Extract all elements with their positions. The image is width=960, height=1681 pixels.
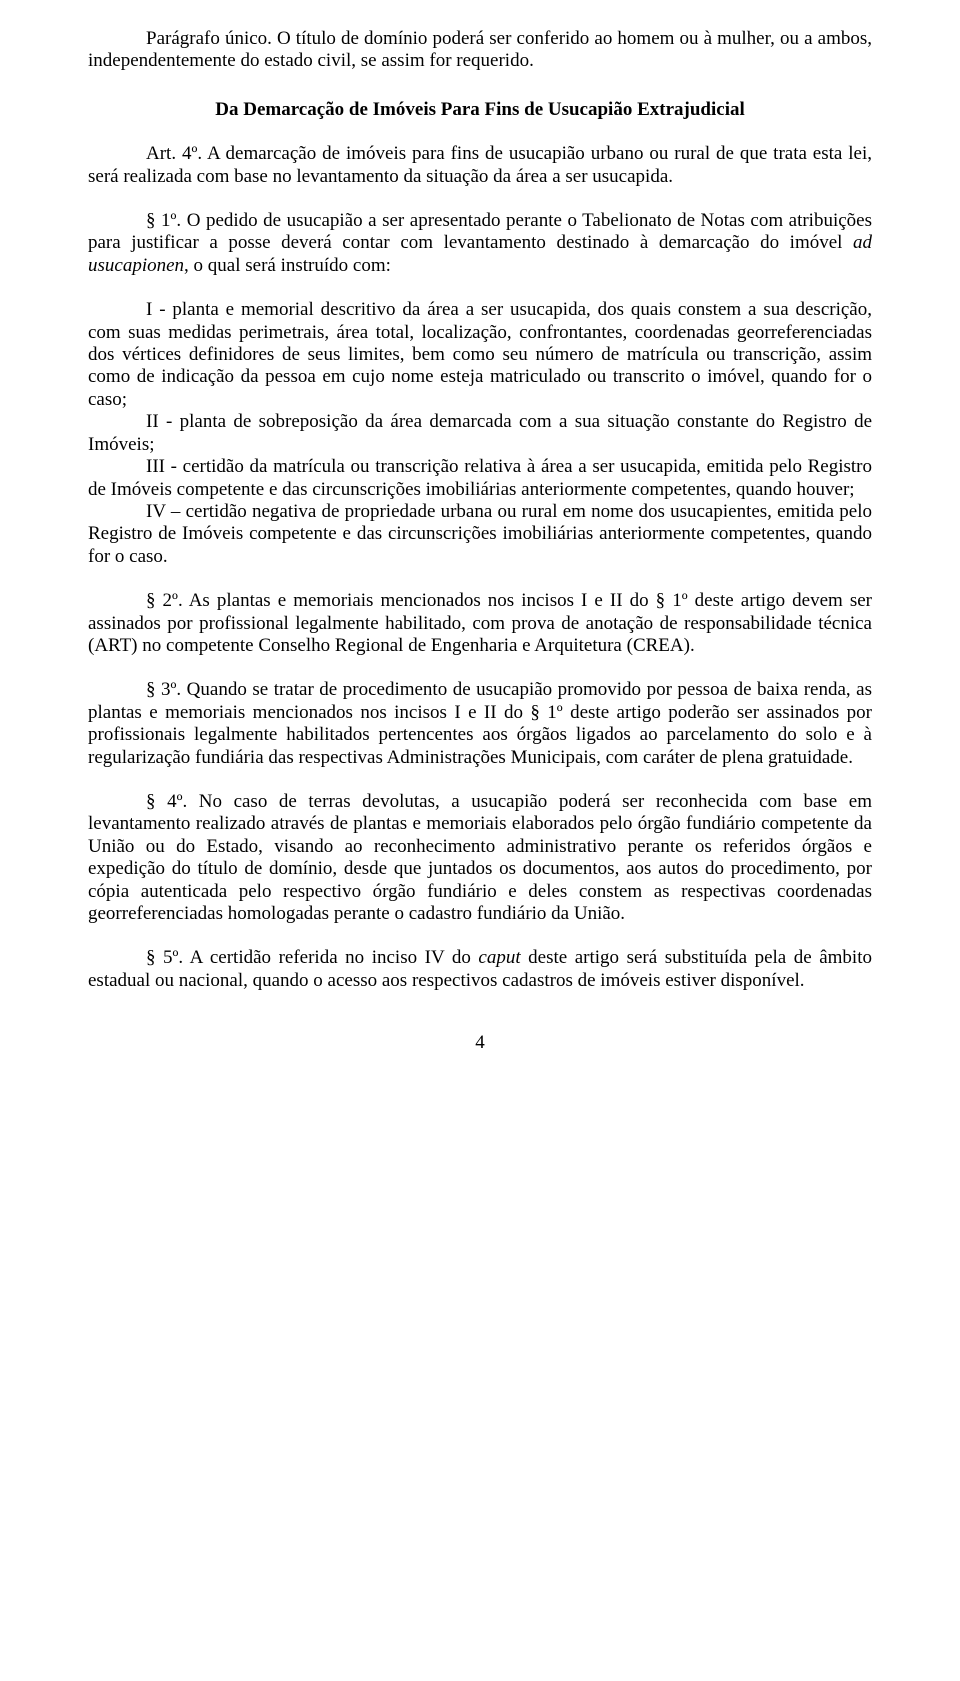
paragraph-unico: Parágrafo único. O título de domínio pod… <box>88 28 872 73</box>
article-4: Art. 4º. A demarcação de imóveis para fi… <box>88 143 872 188</box>
paragraph-3: § 3º. Quando se tratar de procedimento d… <box>88 679 872 769</box>
paragraph-1-b: , o qual será instruído com: <box>184 255 391 276</box>
paragraph-2: § 2º. As plantas e memoriais mencionados… <box>88 590 872 657</box>
section-heading: Da Demarcação de Imóveis Para Fins de Us… <box>88 99 872 121</box>
paragraph-1: § 1º. O pedido de usucapião a ser aprese… <box>88 210 872 277</box>
paragraph-5-a: § 5º. A certidão referida no inciso IV d… <box>146 947 478 968</box>
inciso-4: IV – certidão negativa de propriedade ur… <box>88 501 872 568</box>
inciso-3: III - certidão da matrícula ou transcriç… <box>88 456 872 501</box>
inciso-1: I - planta e memorial descritivo da área… <box>88 299 872 411</box>
paragraph-1-a: § 1º. O pedido de usucapião a ser aprese… <box>88 210 872 253</box>
paragraph-5: § 5º. A certidão referida no inciso IV d… <box>88 947 872 992</box>
document-page: Parágrafo único. O título de domínio pod… <box>0 0 960 1095</box>
paragraph-5-italic: caput <box>478 947 520 968</box>
page-number: 4 <box>88 1032 872 1054</box>
incisos-block: I - planta e memorial descritivo da área… <box>88 299 872 568</box>
paragraph-4: § 4º. No caso de terras devolutas, a usu… <box>88 791 872 925</box>
inciso-2: II - planta de sobreposição da área dema… <box>88 411 872 456</box>
